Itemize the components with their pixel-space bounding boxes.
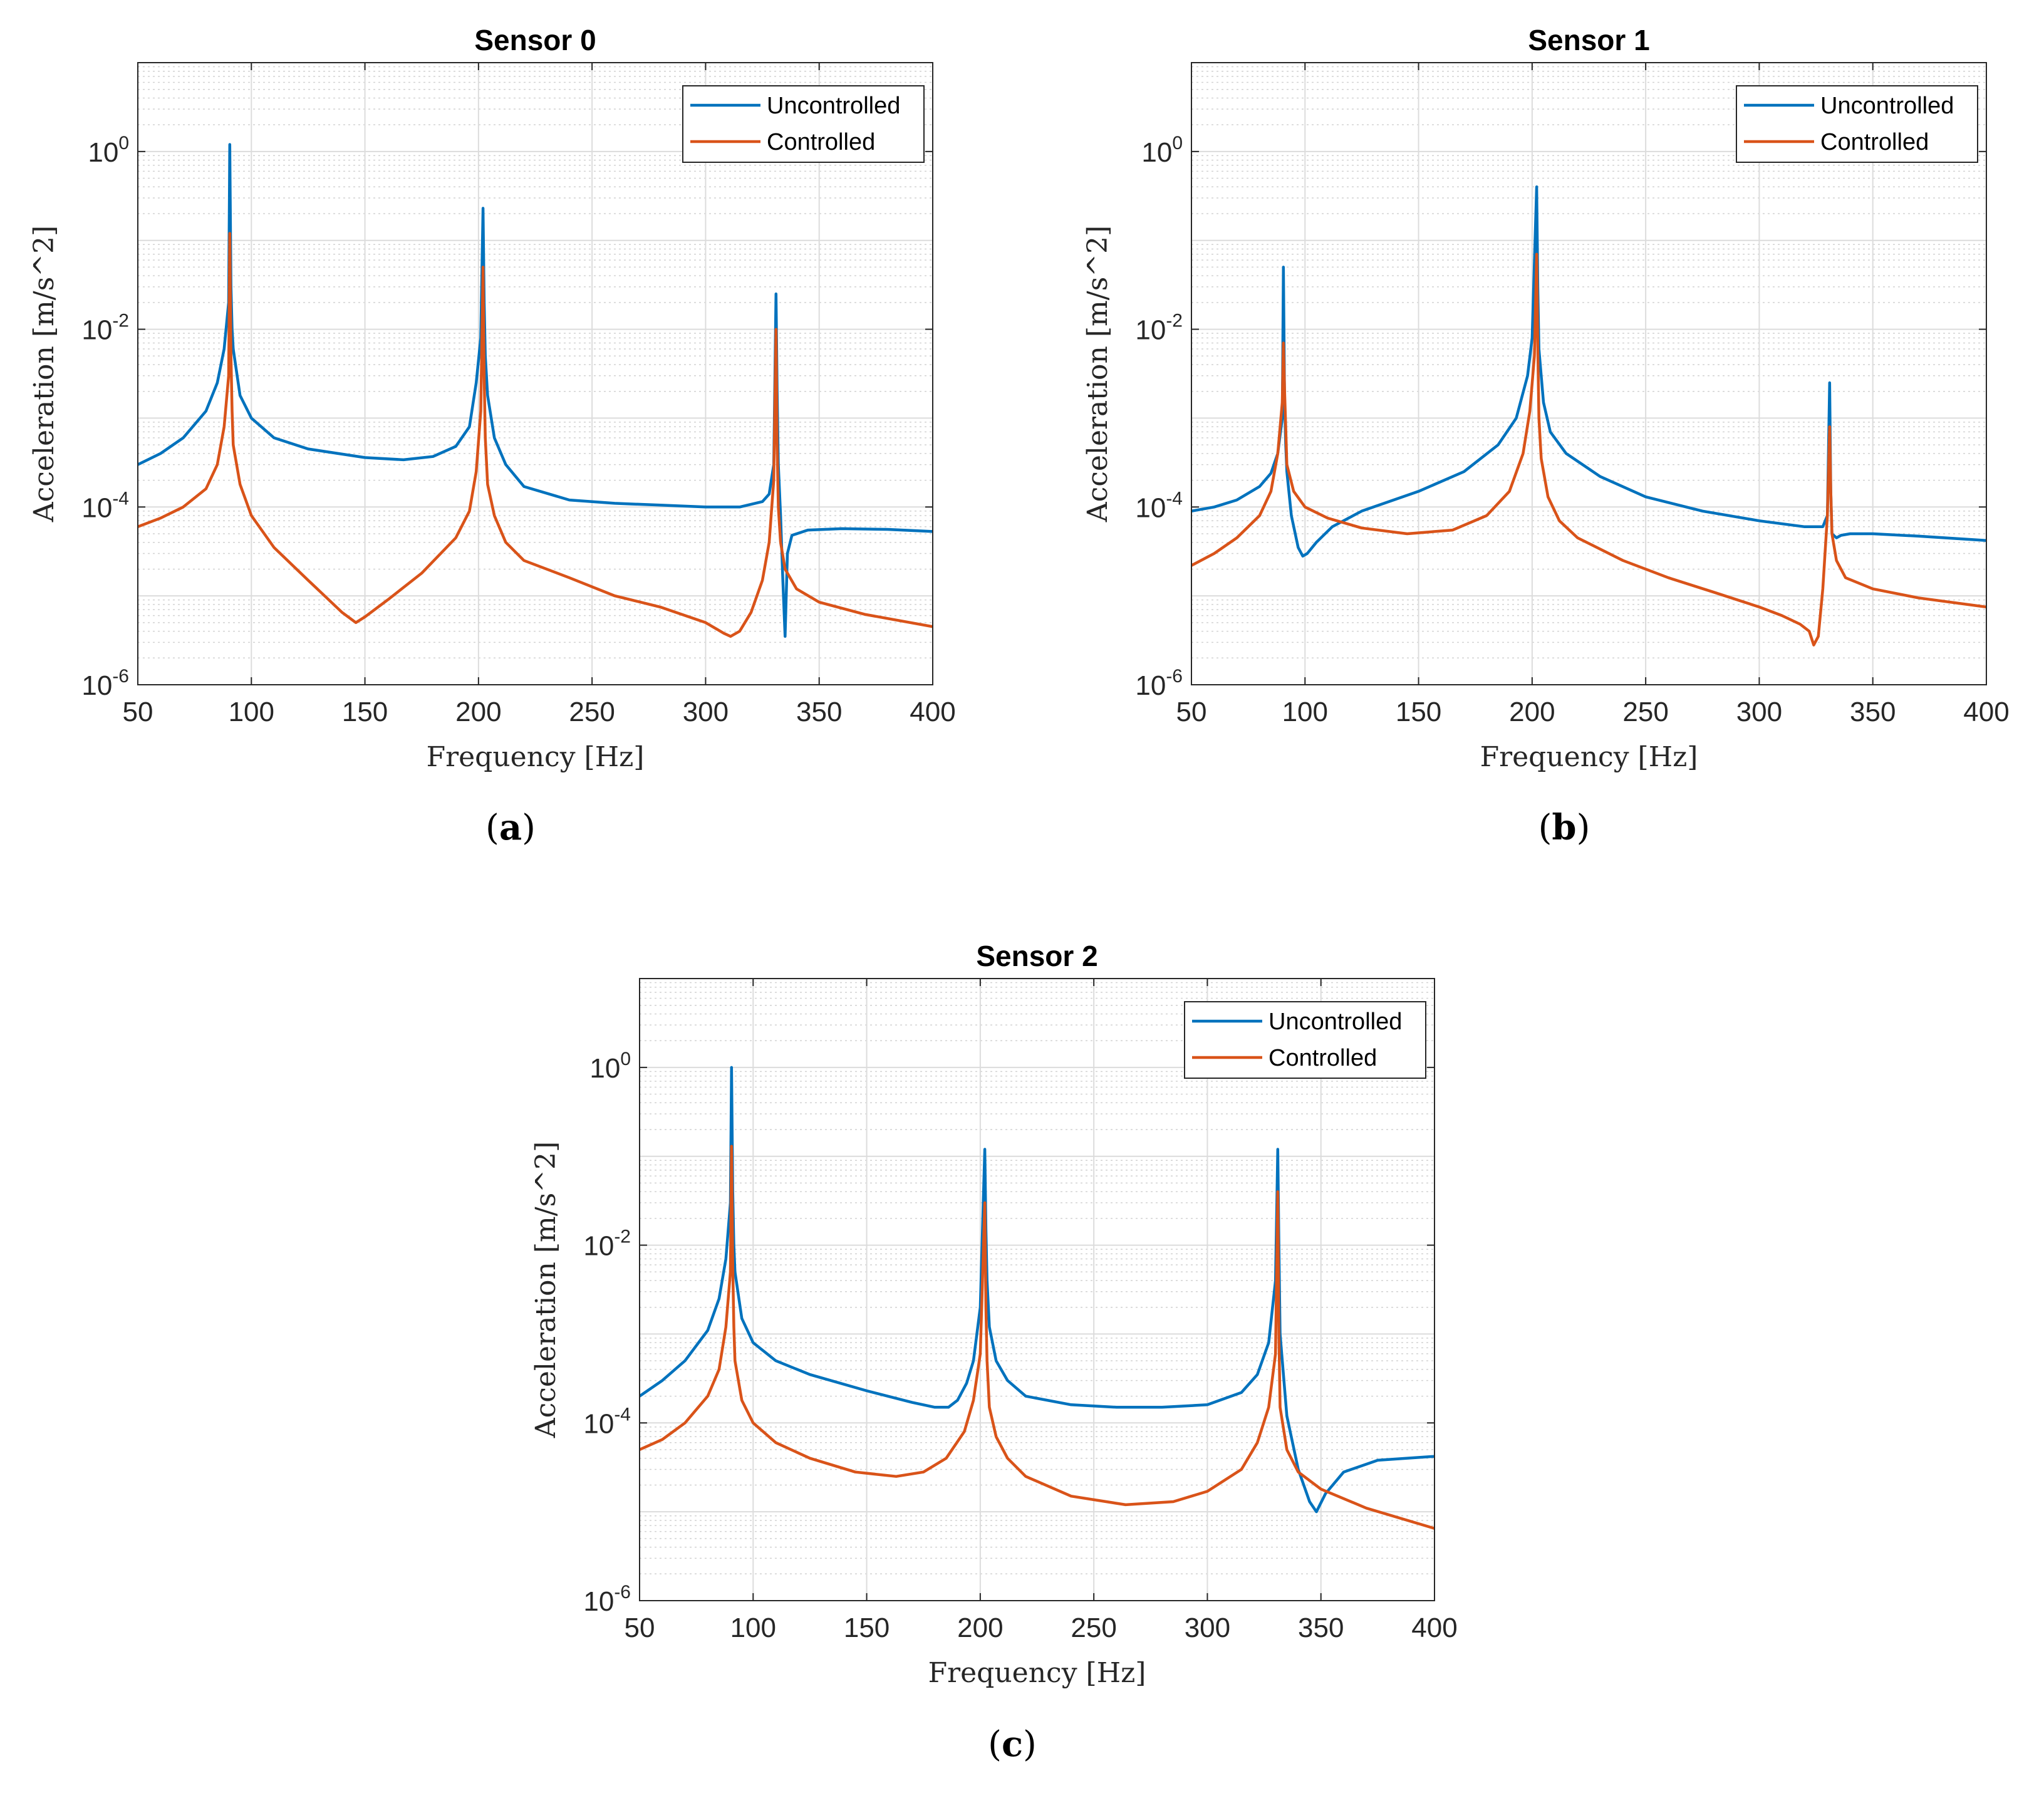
x-tick-label: 250 xyxy=(569,697,615,727)
legend: Uncontrolled Controlled xyxy=(1736,85,1978,163)
x-tick-label: 150 xyxy=(342,697,388,727)
x-tick-label: 300 xyxy=(1185,1613,1230,1643)
chart-panel-b: 50 100 150 200 250 300 350 400 10-6 10-4 10-2 100 Se… xyxy=(1082,24,2010,773)
y-tick-label: 10-4 xyxy=(583,1404,631,1439)
legend-box xyxy=(1736,85,1978,163)
panel-label-a: (a) xyxy=(485,807,536,848)
x-tick-label: 50 xyxy=(625,1613,655,1643)
y-tick-label: 100 xyxy=(589,1049,631,1084)
legend-label-uncontrolled: Uncontrolled xyxy=(1820,93,1954,119)
chart-title: Sensor 1 xyxy=(1528,24,1649,56)
series-group xyxy=(138,143,933,638)
x-tick-label: 150 xyxy=(844,1613,890,1643)
axes-box xyxy=(137,62,933,685)
legend: Uncontrolled Controlled xyxy=(682,85,925,163)
series-group xyxy=(640,1066,1434,1530)
x-tick-label: 350 xyxy=(796,697,842,727)
y-tick-label: 10-2 xyxy=(1135,311,1183,346)
plot-area xyxy=(138,63,933,685)
x-tick-label: 200 xyxy=(1509,697,1555,727)
series-line-controlled xyxy=(640,1145,1434,1530)
legend-label-controlled: Controlled xyxy=(1268,1045,1377,1071)
y-tick-label: 100 xyxy=(88,133,129,168)
axes-box xyxy=(1191,62,1987,685)
plot-area xyxy=(640,979,1434,1601)
series-group xyxy=(1191,185,1986,647)
legend-box xyxy=(1184,1001,1426,1079)
x-tick-label: 150 xyxy=(1396,697,1441,727)
y-tick-label: 10-2 xyxy=(583,1227,631,1262)
y-axis-label: Acceleration [m/s^2] xyxy=(28,226,60,522)
y-axis-label: Acceleration [m/s^2] xyxy=(1082,226,1114,522)
y-axis-label: Acceleration [m/s^2] xyxy=(530,1141,562,1438)
legend: Uncontrolled Controlled xyxy=(1184,1001,1426,1079)
chart-title: Sensor 2 xyxy=(976,940,1097,972)
panel-label-c: (c) xyxy=(988,1723,1037,1765)
x-tick-label: 350 xyxy=(1850,697,1896,727)
chart-panel-c: 50 100 150 200 250 300 350 400 10-6 10-4 10-2 100 Se… xyxy=(530,940,1458,1689)
x-tick-label: 400 xyxy=(1963,697,2009,727)
y-tick-label: 10-4 xyxy=(81,488,129,523)
x-axis-label: Frequency [Hz] xyxy=(928,1657,1146,1689)
x-tick-label: 250 xyxy=(1071,1613,1116,1643)
x-tick-label: 250 xyxy=(1622,697,1668,727)
x-tick-label: 50 xyxy=(123,697,153,727)
series-line-controlled xyxy=(138,232,933,638)
series-line-controlled xyxy=(1191,252,1986,647)
x-tick-label: 200 xyxy=(957,1613,1003,1643)
x-axis-label: Frequency [Hz] xyxy=(427,741,645,773)
y-tick-label: 10-6 xyxy=(583,1582,631,1617)
y-tick-label: 10-4 xyxy=(1135,488,1183,523)
x-tick-label: 100 xyxy=(730,1613,776,1643)
x-tick-label: 400 xyxy=(910,697,955,727)
legend-box xyxy=(682,85,925,163)
panel-label-b: (b) xyxy=(1538,807,1590,848)
y-tick-label: 100 xyxy=(1141,133,1183,168)
y-tick-label: 10-6 xyxy=(81,666,129,701)
x-tick-label: 50 xyxy=(1176,697,1207,727)
x-tick-label: 200 xyxy=(455,697,501,727)
legend-label-uncontrolled: Uncontrolled xyxy=(1268,1009,1402,1035)
x-tick-label: 100 xyxy=(1282,697,1328,727)
y-tick-label: 10-6 xyxy=(1135,666,1183,701)
axes-box xyxy=(639,978,1435,1601)
chart-panel-a: 50 100 150 200 250 300 350 400 10-6 10-4 10-2 100 Se… xyxy=(28,24,956,773)
x-tick-label: 300 xyxy=(683,697,729,727)
legend-label-controlled: Controlled xyxy=(767,129,875,155)
chart-title: Sensor 0 xyxy=(474,24,596,56)
grid xyxy=(137,62,933,685)
legend-label-controlled: Controlled xyxy=(1820,129,1929,155)
x-tick-label: 400 xyxy=(1411,1613,1457,1643)
legend-label-uncontrolled: Uncontrolled xyxy=(767,93,900,119)
x-tick-label: 350 xyxy=(1298,1613,1344,1643)
x-tick-label: 100 xyxy=(229,697,274,727)
x-tick-label: 300 xyxy=(1736,697,1782,727)
y-tick-label: 10-2 xyxy=(81,311,129,346)
x-axis-label: Frequency [Hz] xyxy=(1480,741,1698,773)
